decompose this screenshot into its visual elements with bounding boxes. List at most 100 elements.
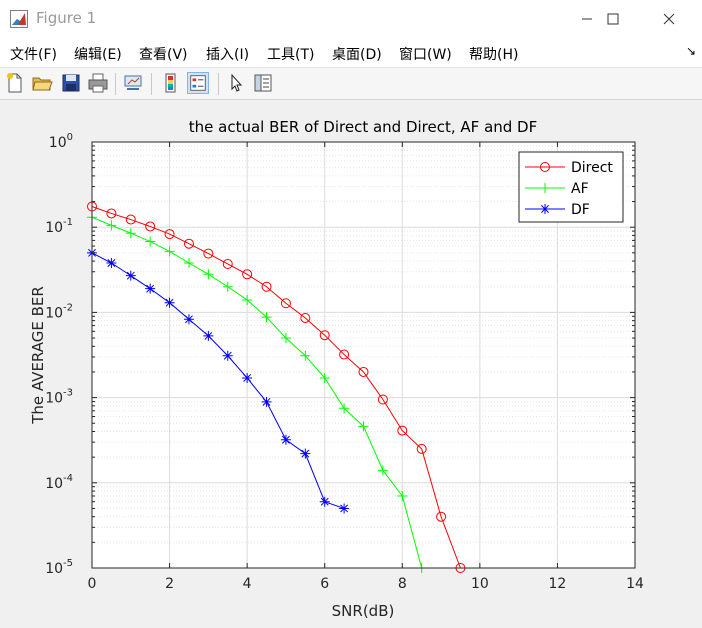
toolbar-separator (151, 73, 152, 95)
data-point-direct (416, 443, 427, 454)
toolbar-separator (218, 73, 219, 95)
y-tick-base: 10 (45, 561, 63, 577)
close-button[interactable] (646, 0, 692, 38)
data-point-af (339, 403, 350, 414)
data-point-df (203, 330, 214, 341)
save-icon[interactable] (60, 72, 82, 94)
data-point-direct (261, 281, 272, 292)
menu-desktop[interactable]: 桌面(D) (332, 47, 382, 63)
data-point-af (125, 228, 136, 239)
legend-entry-df: DF (525, 202, 590, 218)
legend-marker (540, 183, 550, 193)
y-tick-label: 100 (49, 132, 73, 151)
data-point-df (183, 314, 194, 325)
link-plot-icon[interactable] (122, 72, 144, 94)
axis-ticks (91, 141, 636, 569)
data-point-af (145, 236, 156, 247)
data-point-af (280, 333, 291, 344)
data-point-direct (377, 394, 388, 405)
legend-label: AF (571, 181, 589, 197)
data-point-direct (358, 366, 369, 377)
data-point-af (183, 258, 194, 269)
menu-tools[interactable]: 工具(T) (267, 47, 315, 63)
y-axis-label: The AVERAGE BER (29, 286, 47, 425)
data-point-df (339, 503, 350, 514)
data-point-direct (436, 511, 447, 522)
data-point-af (319, 372, 330, 383)
menu-window[interactable]: 窗口(W) (399, 47, 452, 63)
y-tick-exponent: -2 (63, 302, 73, 313)
data-point-direct (222, 258, 233, 269)
maximize-button[interactable] (590, 0, 636, 38)
y-tick-label: 10-2 (45, 302, 73, 321)
data-point-df (145, 283, 156, 294)
series-line-af (91, 216, 423, 569)
y-tick-exponent: -4 (63, 473, 73, 484)
data-point-df (280, 434, 291, 445)
print-icon[interactable] (87, 72, 109, 94)
axes-box (91, 141, 636, 569)
x-tick-label: 10 (471, 576, 489, 592)
figure-canvas: 0 2 4 6 8 10 12 14 100 10-1 10-2 10-3 10-4 10-5 the … (1, 101, 701, 627)
minimize-button[interactable] (564, 0, 610, 38)
data-point-af (222, 281, 233, 292)
x-tick-labels: 0 2 4 6 8 10 12 14 (88, 576, 644, 592)
y-tick-label: 10-4 (45, 473, 73, 492)
y-tick-base: 10 (45, 305, 63, 321)
legend-label: DF (571, 202, 590, 218)
data-point-direct (280, 298, 291, 309)
title-bar: Figure 1 (0, 0, 702, 38)
y-tick-base: 10 (45, 476, 63, 492)
data-point-af (397, 490, 408, 501)
menu-help[interactable]: 帮助(H) (469, 47, 519, 63)
data-point-af (106, 220, 117, 231)
data-point-df (125, 270, 136, 281)
series-af (87, 212, 427, 573)
y-tick-base: 10 (45, 220, 63, 236)
x-axis-label: SNR(dB) (332, 602, 395, 620)
menu-edit[interactable]: 编辑(E) (74, 47, 122, 63)
legend[interactable]: Direct AF DF (518, 151, 624, 223)
open-folder-icon[interactable] (31, 72, 53, 94)
series-line-direct (91, 206, 461, 569)
x-tick-label: 6 (320, 576, 329, 592)
colorbar-icon[interactable] (160, 72, 182, 94)
y-tick-label: 10-5 (45, 558, 73, 577)
data-point-af (377, 465, 388, 476)
y-tick-exponent: 0 (67, 132, 73, 143)
x-tick-label: 0 (88, 576, 97, 592)
figure-toolbar (0, 68, 702, 100)
data-point-df (242, 372, 253, 383)
data-point-direct (203, 248, 214, 259)
legend-label: Direct (571, 160, 613, 176)
data-point-direct (183, 238, 194, 249)
y-tick-exponent: -5 (63, 558, 73, 569)
property-inspector-icon[interactable] (252, 72, 274, 94)
x-tick-label: 12 (549, 576, 567, 592)
legend-icon[interactable] (187, 72, 209, 94)
x-tick-label: 2 (165, 576, 174, 592)
data-point-af (203, 269, 214, 280)
data-point-direct (397, 425, 408, 436)
legend-entry-af: AF (525, 181, 589, 197)
series-layer (87, 201, 466, 573)
legend-entry-direct: Direct (525, 160, 613, 176)
pointer-icon[interactable] (225, 72, 247, 94)
dock-arrow-icon[interactable]: ↘ (686, 44, 697, 58)
y-tick-exponent: -3 (63, 388, 73, 399)
data-point-df (164, 297, 175, 308)
new-file-icon[interactable] (4, 72, 26, 94)
menu-bar: 文件(F) 编辑(E) 查看(V) 插入(I) 工具(T) 桌面(D) 窗口(W… (0, 38, 702, 68)
menu-file[interactable]: 文件(F) (10, 47, 57, 63)
window-title: Figure 1 (36, 9, 97, 27)
minimize-icon (582, 18, 592, 20)
menu-insert[interactable]: 插入(I) (206, 47, 250, 63)
matlab-logo-icon (10, 10, 28, 28)
y-tick-base: 10 (49, 135, 67, 151)
menu-view[interactable]: 查看(V) (139, 47, 188, 63)
data-point-af (300, 350, 311, 361)
maximize-icon (607, 13, 619, 25)
series-line-df (91, 252, 345, 509)
